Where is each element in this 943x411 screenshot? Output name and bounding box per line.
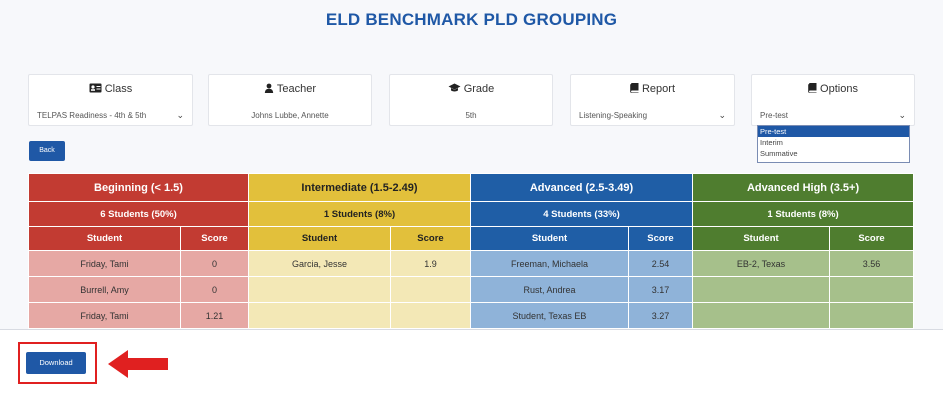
score-cell: 3.56 (829, 250, 915, 277)
group-title-beginning: Beginning (< 1.5) (28, 173, 249, 202)
score-cell: 0 (180, 276, 249, 303)
score-cell (829, 302, 915, 329)
grade-label: Grade (463, 83, 495, 95)
grade-filter-card: Grade 5th (389, 74, 553, 126)
table-row: Friday, Tami 1.21 Student, Texas EB 3.27 (28, 302, 915, 329)
grade-value: 5th (465, 111, 477, 120)
dropdown-option-interim[interactable]: Interim (760, 138, 783, 147)
teacher-value: Johns Lubbe, Annette (251, 111, 329, 120)
pld-grouping-table: Beginning (< 1.5) Intermediate (1.5-2.49… (28, 173, 915, 329)
column-header-score: Score (180, 226, 249, 251)
download-button[interactable]: Download (26, 352, 86, 374)
dropdown-option-pre-test[interactable]: Pre-test (758, 126, 909, 137)
page-title: ELD BENCHMARK PLD GROUPING (325, 10, 618, 29)
user-icon (264, 83, 274, 93)
student-name-cell (692, 276, 831, 303)
teacher-label: Teacher (276, 83, 317, 95)
group-title-advanced-high: Advanced High (3.5+) (692, 173, 915, 202)
student-name-cell: Burrell, Amy (28, 276, 181, 303)
column-header-score: Score (829, 226, 915, 251)
score-cell: 0 (180, 250, 249, 277)
options-dropdown-list: Pre-test Interim Summative (757, 125, 910, 163)
dropdown-option-summative[interactable]: Summative (760, 149, 798, 158)
column-header-student: Student (470, 226, 629, 251)
options-filter-card: Options Pre-test ⌄ (751, 74, 915, 126)
report-label: Report (641, 83, 676, 95)
table-row: Friday, Tami 0 Garcia, Jesse 1.9 Freeman… (28, 250, 915, 277)
options-select[interactable]: Pre-test ⌄ (756, 109, 908, 123)
options-label: Options (820, 83, 858, 95)
student-name-cell (248, 302, 391, 329)
student-name-cell: Rust, Andrea (470, 276, 629, 303)
report-select[interactable]: Listening-Speaking ⌄ (575, 109, 728, 123)
chevron-down-icon: ⌄ (898, 110, 906, 120)
arrow-left-icon (108, 350, 168, 378)
student-name-cell: Student, Texas EB (470, 302, 629, 329)
student-name-cell: Freeman, Michaela (470, 250, 629, 277)
score-cell: 1.21 (180, 302, 249, 329)
id-card-icon (89, 83, 102, 93)
group-count-beginning: 6 Students (50%) (28, 201, 249, 227)
score-cell: 1.9 (390, 250, 471, 277)
student-name-cell: Friday, Tami (28, 250, 181, 277)
column-header-student: Student (248, 226, 391, 251)
score-cell (829, 276, 915, 303)
group-count-intermediate: 1 Students (8%) (248, 201, 471, 227)
group-count-advanced: 4 Students (33%) (469, 201, 694, 227)
class-select[interactable]: TELPAS Readiness - 4th & 5th ⌄ (33, 109, 186, 123)
download-highlight-box (18, 342, 97, 384)
student-name-cell: Garcia, Jesse (248, 250, 391, 277)
student-name-cell: Friday, Tami (28, 302, 181, 329)
column-header-score: Score (627, 226, 694, 251)
score-cell (390, 302, 471, 329)
class-filter-card: Class TELPAS Readiness - 4th & 5th ⌄ (28, 74, 193, 126)
book-icon (630, 83, 639, 93)
class-label: Class (104, 83, 133, 95)
footer-divider (0, 329, 943, 330)
group-count-advanced-high: 1 Students (8%) (692, 201, 915, 227)
student-name-cell: EB-2, Texas (692, 250, 831, 277)
column-header-score: Score (390, 226, 471, 251)
chevron-down-icon: ⌄ (176, 110, 184, 120)
graduation-cap-icon (448, 83, 461, 92)
report-filter-card: Report Listening-Speaking ⌄ (570, 74, 735, 126)
book-icon (808, 83, 817, 93)
class-select-value: TELPAS Readiness - 4th & 5th (37, 111, 147, 120)
column-header-student: Student (692, 226, 831, 251)
score-cell (390, 276, 471, 303)
back-button[interactable]: Back (29, 141, 65, 161)
student-name-cell (248, 276, 391, 303)
score-cell: 2.54 (627, 250, 694, 277)
score-cell: 3.17 (627, 276, 694, 303)
score-cell: 3.27 (627, 302, 694, 329)
table-row: Burrell, Amy 0 Rust, Andrea 3.17 (28, 276, 915, 303)
column-header-student: Student (28, 226, 181, 251)
group-title-advanced: Advanced (2.5-3.49) (469, 173, 694, 202)
report-select-value: Listening-Speaking (579, 111, 648, 120)
teacher-filter-card: Teacher Johns Lubbe, Annette (208, 74, 372, 126)
chevron-down-icon: ⌄ (718, 110, 726, 120)
options-select-value: Pre-test (760, 111, 789, 120)
student-name-cell (692, 302, 831, 329)
group-title-intermediate: Intermediate (1.5-2.49) (248, 173, 471, 202)
